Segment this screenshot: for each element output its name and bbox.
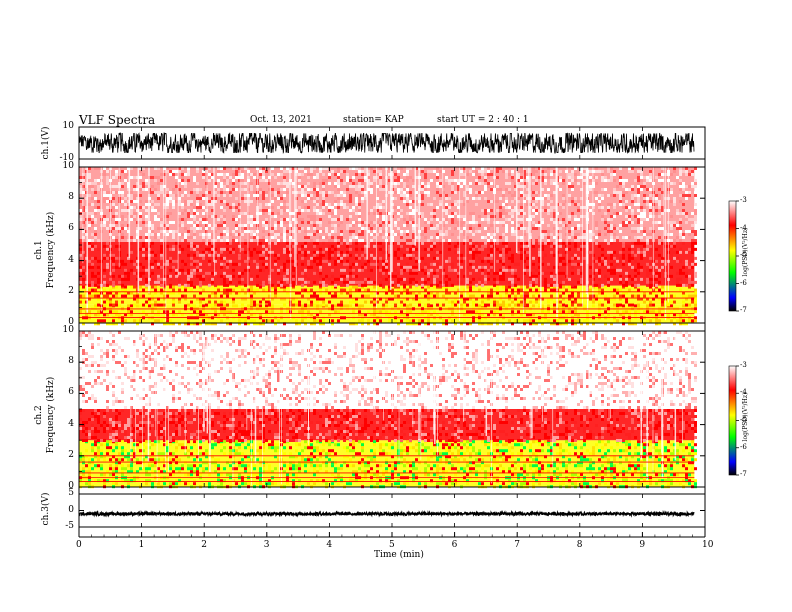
cb2-tick: -7 <box>740 470 747 478</box>
ch1-spectrogram-panel <box>78 166 706 326</box>
ch3-waveform-ytick: -5 <box>65 521 74 531</box>
ch1-waveform-ytick: -10 <box>59 153 75 163</box>
x-tick-label: 0 <box>76 540 82 550</box>
cb1-tick: -7 <box>740 306 747 314</box>
ch2-spectrogram-ytick: 6 <box>68 387 74 398</box>
x-tick-label: 6 <box>451 540 458 550</box>
date-label: Oct. 13, 2021 <box>250 115 312 125</box>
x-tick-label: 3 <box>263 540 270 550</box>
x-tick-label: 4 <box>326 540 333 550</box>
cb1-tick: -6 <box>740 278 747 287</box>
x-tick-label: 5 <box>389 540 395 550</box>
x-tick-label: 1 <box>138 540 145 550</box>
x-tick-label: 10 <box>702 540 714 550</box>
ch2-spectrogram-ytick: 10 <box>62 325 74 335</box>
ch3-waveform-frame <box>78 493 706 528</box>
cb2-tick: -3 <box>740 361 747 369</box>
ch1-spectrogram-ytick: 6 <box>68 223 74 234</box>
chart-title: VLF Spectra <box>79 113 156 127</box>
time-axis <box>78 127 706 538</box>
ch1-spectrogram-ytick: 10 <box>62 161 74 171</box>
ch3-waveform-ytick: 0 <box>68 504 74 515</box>
station-label: station= KAP <box>343 115 404 125</box>
colorbar-ch1 <box>728 200 739 312</box>
ch3-waveform-panel <box>78 493 706 528</box>
ch1-waveform-panel <box>78 126 706 160</box>
ch2-spectrogram-ytick: 4 <box>68 418 74 429</box>
cb1-tick: -4 <box>740 223 747 232</box>
x-tick-label: 2 <box>201 540 207 550</box>
ch3-waveform-trace <box>78 509 695 518</box>
ch1-spectrogram-ytick: 0 <box>68 317 74 327</box>
cb1-bar <box>728 200 737 312</box>
ch2-spectrogram-ytick: 0 <box>68 481 74 491</box>
cb2-tick: -6 <box>740 442 747 451</box>
ch1-waveform-ytick: 10 <box>62 121 74 131</box>
cb2-tick: -4 <box>740 388 747 397</box>
x-tick-label: 9 <box>639 540 646 550</box>
ch2-spectrogram-panel <box>78 330 706 489</box>
cb2-tick: -5 <box>740 415 747 424</box>
cb1-tick: -3 <box>740 196 747 204</box>
ch1-spectrogram-ytick: 2 <box>68 285 74 296</box>
ch1-waveform-trace <box>78 132 695 154</box>
ch1-spectrogram-ytick: 8 <box>68 192 74 203</box>
ch1-spectrogram-ytick: 4 <box>68 254 74 265</box>
ch3-waveform-ytick: 5 <box>68 488 74 498</box>
cb2-bar <box>728 365 737 476</box>
ch2-spectrogram-ytick: 8 <box>68 356 74 367</box>
x-tick-label: 7 <box>514 540 520 550</box>
start-time-label: start UT = 2 : 40 : 1 <box>437 115 529 125</box>
x-tick-label: 8 <box>576 540 583 550</box>
x-axis-label: Time (min) <box>374 550 424 560</box>
cb1-tick: -5 <box>740 251 747 259</box>
colorbar-ch2 <box>728 365 739 476</box>
ch2-spectrogram-ytick: 2 <box>68 449 74 460</box>
